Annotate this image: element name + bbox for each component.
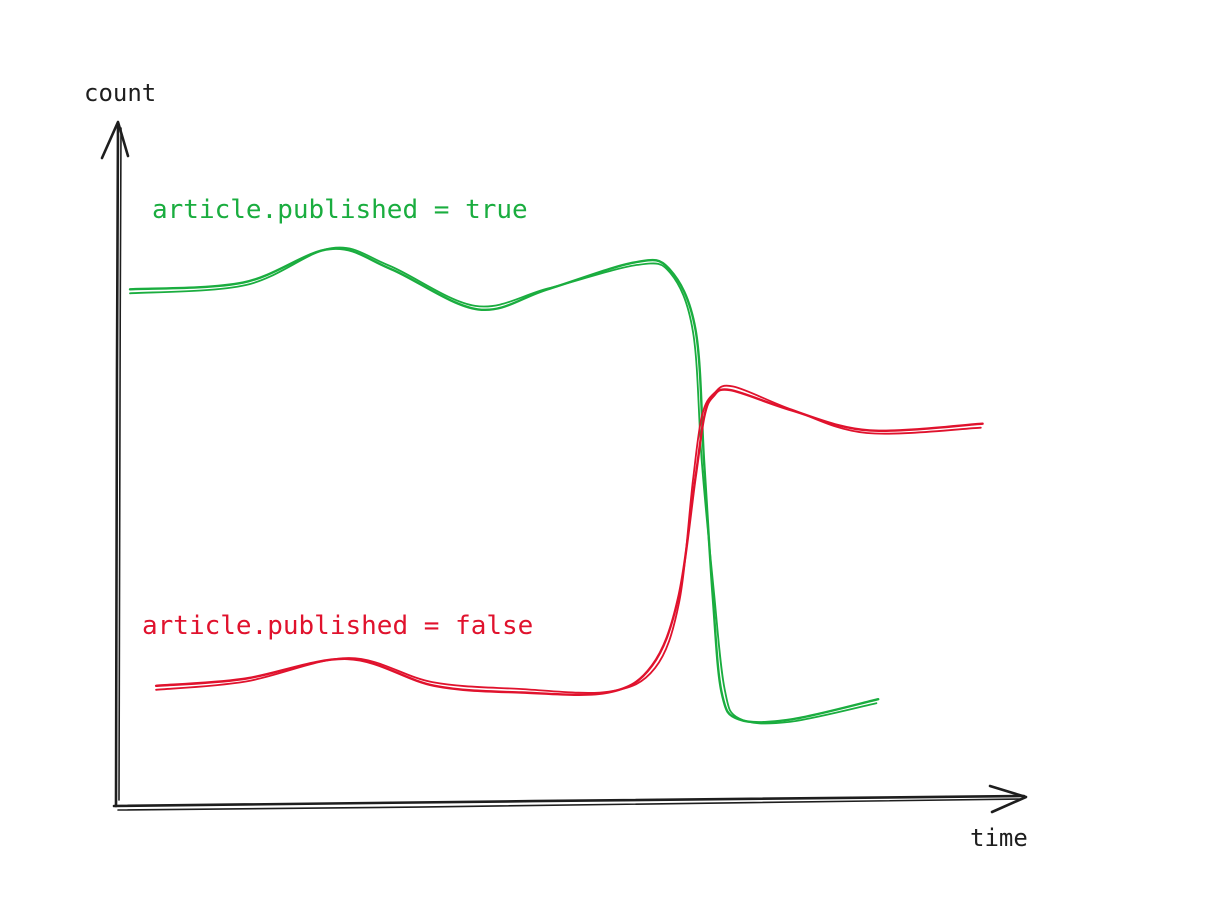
x-axis-line: [117, 798, 1021, 811]
series-layer: [128, 246, 984, 725]
x-axis-line: [112, 794, 1026, 808]
axes-layer: [100, 120, 1028, 814]
y-axis-line: [114, 122, 120, 808]
y-axis-arrowhead: [100, 120, 130, 160]
series-line-1: [154, 388, 984, 696]
series-label-published-false: article.published = false: [142, 611, 533, 641]
y-axis-line: [118, 127, 122, 801]
series-line-0: [129, 246, 878, 725]
series-line-0: [128, 247, 880, 724]
series-label-published-true: article.published = true: [152, 195, 528, 225]
x-axis-arrowhead: [988, 784, 1028, 814]
x-axis-label: time: [970, 824, 1028, 852]
series-line-1: [155, 384, 982, 694]
y-axis-label: count: [84, 79, 156, 107]
